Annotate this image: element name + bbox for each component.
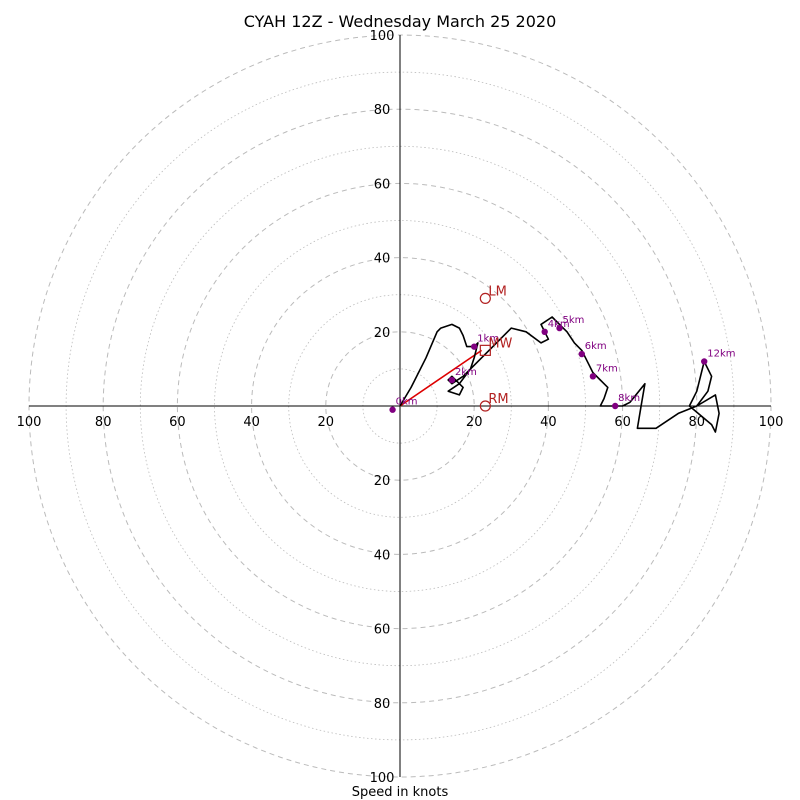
height-marker-5km — [556, 324, 563, 332]
height-label-5km: 5km — [563, 315, 585, 326]
height-label-0km: 0km — [396, 397, 418, 408]
tick-label-up: 60 — [374, 177, 391, 192]
tick-label-up: 40 — [374, 252, 391, 267]
height-marker-4km — [541, 328, 548, 335]
height-marker-1km — [471, 343, 478, 350]
tick-label-left: 60 — [169, 415, 186, 430]
chart-title: CYAH 12Z - Wednesday March 25 2020 — [244, 12, 557, 31]
x-axis-label: Speed in knots — [352, 785, 449, 800]
tick-label-left: 100 — [17, 415, 42, 430]
tick-label-up: 20 — [374, 326, 391, 341]
height-label-1km: 1km — [477, 334, 499, 345]
height-label-4km: 4km — [548, 319, 570, 330]
storm-motion-markers: LM RM MW — [479, 284, 513, 412]
hodograph-trace — [399, 316, 720, 433]
tick-label-down: 20 — [374, 474, 391, 489]
tick-label-up: 100 — [370, 29, 395, 44]
shear-vector — [399, 349, 483, 407]
height-marker-7km — [589, 373, 597, 380]
tick-label-down: 80 — [374, 697, 391, 712]
tick-label-up: 80 — [374, 103, 391, 118]
height-marker-8km — [611, 402, 619, 410]
height-label-2km: 2km — [455, 367, 477, 378]
storm-label-RM: RM — [488, 392, 508, 407]
height-label-7km: 7km — [596, 363, 618, 374]
shear-vector-line — [399, 349, 483, 407]
tick-label-down: 100 — [370, 771, 395, 786]
storm-label-LM: LM — [488, 284, 506, 299]
tick-label-down: 60 — [374, 623, 391, 638]
height-marker-12km — [701, 358, 708, 365]
height-marker-0km — [389, 406, 396, 413]
tick-label-right: 60 — [614, 415, 631, 430]
tick-label-left: 40 — [243, 415, 260, 430]
tick-label-right: 40 — [540, 415, 557, 430]
tick-labels: 20 40 60 80 100 20 40 60 80 100 20 40 60 80 100 20 40 60 8… — [17, 29, 784, 786]
height-label-6km: 6km — [585, 341, 607, 352]
height-label-12km: 12km — [707, 348, 735, 359]
storm-marker-MW — [479, 344, 491, 356]
storm-marker-LM — [479, 292, 491, 305]
tick-label-right: 80 — [689, 415, 706, 430]
height-marker-6km — [578, 350, 585, 358]
tick-label-right: 100 — [759, 415, 784, 430]
hodograph-trace-line — [399, 316, 720, 433]
tick-label-left: 80 — [95, 415, 112, 430]
height-label-8km: 8km — [618, 393, 640, 404]
tick-label-left: 20 — [318, 415, 335, 430]
tick-label-right: 20 — [466, 415, 483, 430]
storm-label-MW: MW — [488, 336, 512, 351]
height-marker-2km — [448, 376, 456, 384]
tick-label-down: 40 — [374, 548, 391, 563]
storm-marker-RM — [479, 400, 491, 412]
